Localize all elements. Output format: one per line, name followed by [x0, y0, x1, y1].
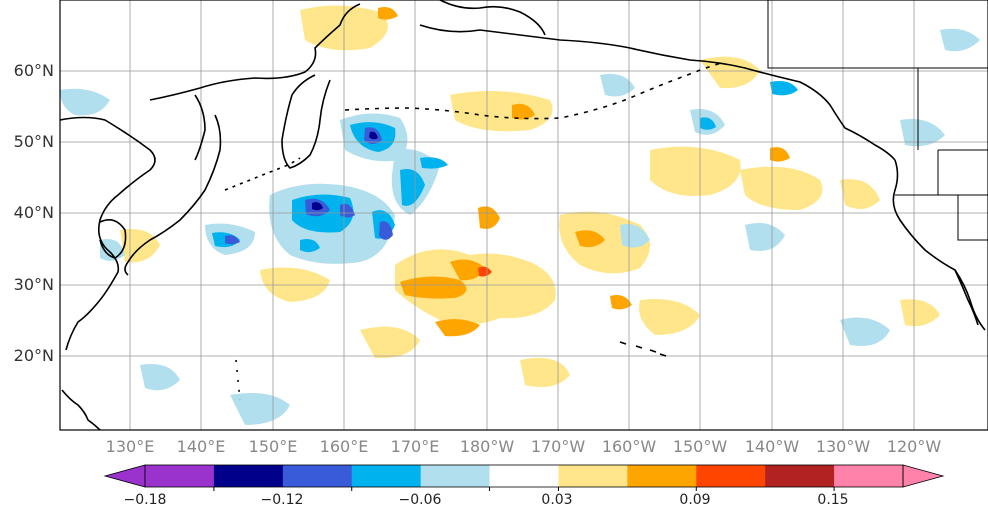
lon-label-150w: 150°W: [672, 437, 728, 456]
colorbar-segment: [351, 465, 422, 487]
sakhalin-coast: [194, 94, 206, 161]
political-borders: [767, 0, 988, 241]
colorbar-segment: [558, 465, 628, 487]
lon-label-170e: 170°E: [390, 437, 440, 456]
positive-anomaly-peaks: [478, 266, 492, 277]
philippines-coast: [61, 389, 101, 430]
north-america-coast: [892, 159, 986, 331]
lon-label-140e: 140°E: [176, 437, 226, 456]
anomaly-field: [60, 5, 980, 425]
colorbar-segment: [145, 465, 215, 487]
colorbar-tick-label: 0.03: [541, 492, 573, 508]
colorbar-segment: [696, 465, 766, 487]
lon-label-160e: 160°E: [319, 437, 369, 456]
lon-label-130w: 130°W: [815, 437, 871, 456]
bering-coast: [439, 0, 546, 36]
lat-label-30n: 30°N: [13, 275, 54, 294]
colorbar-tick-label: 0.15: [817, 492, 849, 508]
colorbar-segment: [627, 465, 697, 487]
asia-coast: [60, 116, 156, 351]
lon-label-130e: 130°E: [105, 437, 155, 456]
colorbar-segment: [834, 465, 904, 487]
colorbar-extend-max: [902, 464, 945, 488]
korea-coast: [99, 219, 127, 259]
gridlines: [60, 0, 988, 430]
colorbar-tick-label: 0.09: [679, 492, 711, 508]
map-background: [60, 0, 988, 430]
colorbar-segment: [213, 465, 284, 487]
lon-label-120w: 120°W: [886, 437, 942, 456]
lat-label-60n: 60°N: [13, 61, 54, 80]
japan-coast: [124, 114, 222, 276]
lat-label-40n: 40°N: [13, 203, 54, 222]
coastlines: [60, 0, 986, 430]
colorbar-segment: [765, 465, 835, 487]
kamchatka-coast: [281, 74, 331, 169]
positive-anomaly-patches: [120, 5, 940, 388]
lat-label-50n: 50°N: [13, 132, 54, 151]
aleutian-islands: [344, 61, 726, 120]
okhotsk-coast: [149, 3, 361, 101]
colorbar-segment: [489, 465, 559, 487]
hawaii-islands: [619, 341, 667, 357]
lon-label-150e: 150°E: [248, 437, 298, 456]
alaska-coast: [419, 24, 896, 161]
lon-label-170w: 170°W: [530, 437, 586, 456]
lon-label-140w: 140°W: [744, 437, 800, 456]
negative-anomaly-peaks: [312, 131, 378, 211]
colorbar-extend-min: [103, 464, 146, 488]
lon-label-160w: 160°W: [601, 437, 657, 456]
lon-label-180w: 180°W: [459, 437, 515, 456]
positive-anomaly-cores: [378, 7, 790, 337]
colorbar-segment: [282, 465, 353, 487]
colorbar-tick-label: −0.06: [398, 492, 442, 508]
baja-coast: [954, 269, 979, 326]
colorbar: [103, 464, 945, 491]
mariana-islands: [235, 359, 241, 401]
lat-label-20n: 20°N: [13, 346, 54, 365]
kuril-islands: [224, 157, 301, 191]
map-frame: [59, 0, 988, 431]
colorbar-tick-label: −0.18: [123, 492, 167, 508]
colorbar-tick-label: −0.12: [260, 492, 304, 508]
colorbar-segment: [420, 465, 491, 487]
colorbar-frame: [144, 464, 904, 488]
